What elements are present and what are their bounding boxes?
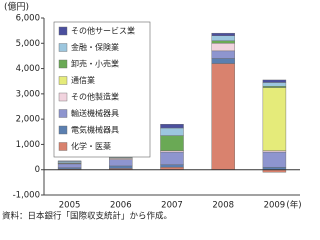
bar-segment: [211, 63, 235, 170]
bar-segment: [262, 79, 287, 83]
bar-segment: [160, 164, 184, 168]
legend-swatch: [58, 43, 68, 52]
bar-segment: [262, 151, 287, 168]
y-tick-label: 2,000: [16, 115, 40, 125]
bar-segment: [57, 161, 82, 164]
legend: その他サービス業金融・保険業卸売・小売業通信業その他製造業輸送機械器具電気機械器…: [53, 21, 151, 158]
x-tick-label: 2007: [161, 201, 183, 211]
bar-segment: [262, 82, 287, 87]
legend-label: 輸送機械器具: [71, 108, 119, 118]
bar-segment: [160, 135, 184, 151]
y-tick-label: 4,000: [16, 64, 40, 74]
bar-segment: [160, 123, 184, 129]
legend-label: その他製造業: [71, 92, 119, 102]
x-tick-label: 2008: [212, 201, 234, 211]
bar-segment: [109, 159, 133, 167]
y-tick-label: 6,000: [16, 14, 40, 24]
legend-swatch: [58, 26, 68, 36]
bar-segment: [211, 32, 235, 36]
legend-label: その他サービス業: [71, 26, 135, 36]
bar-segment: [57, 160, 82, 162]
legend-swatch: [58, 109, 68, 118]
bar-segment: [211, 40, 235, 44]
source-note: 資料：日本銀行「国際収支統計」から作成。: [2, 211, 172, 222]
legend-label: 通信業: [71, 75, 95, 85]
y-tick-label: 1,000: [16, 140, 40, 150]
y-tick-label: 5,000: [16, 39, 40, 49]
legend-swatch: [58, 142, 68, 151]
legend-swatch: [58, 125, 68, 135]
y-tick-label: 3,000: [16, 89, 40, 99]
bar-segment: [211, 35, 235, 41]
bar-segment: [211, 43, 235, 52]
y-tick-label: 0: [35, 165, 40, 175]
x-axis-label: (年): [286, 200, 301, 211]
bar-segment: [211, 58, 235, 64]
legend-label: 卸売・小売業: [71, 59, 119, 69]
x-tick-label: 2005: [59, 201, 81, 211]
legend-swatch: [58, 76, 68, 85]
y-axis-label: (億円): [4, 1, 29, 13]
legend-swatch: [58, 59, 68, 69]
legend-label: 金融・保険業: [71, 42, 119, 52]
x-tick-label: 2009: [264, 201, 286, 211]
legend-swatch: [58, 92, 68, 102]
bar-segment: [160, 151, 184, 165]
legend-label: 化学・医薬: [71, 141, 111, 151]
legend-box: [53, 21, 151, 158]
bar-segment: [109, 165, 133, 169]
bar-segment: [262, 87, 287, 151]
chart: (億円) 資料：日本銀行「国際収支統計」から作成。 -1,000 0 1,000 2,…: [2, 1, 302, 222]
y-tick-label: -1,000: [13, 191, 40, 201]
legend-label: 電気機械器具: [71, 125, 119, 135]
bar-segment: [160, 127, 184, 136]
x-tick-label: 2006: [110, 201, 132, 211]
bar-segment: [57, 163, 82, 168]
bar-segment: [211, 50, 235, 59]
